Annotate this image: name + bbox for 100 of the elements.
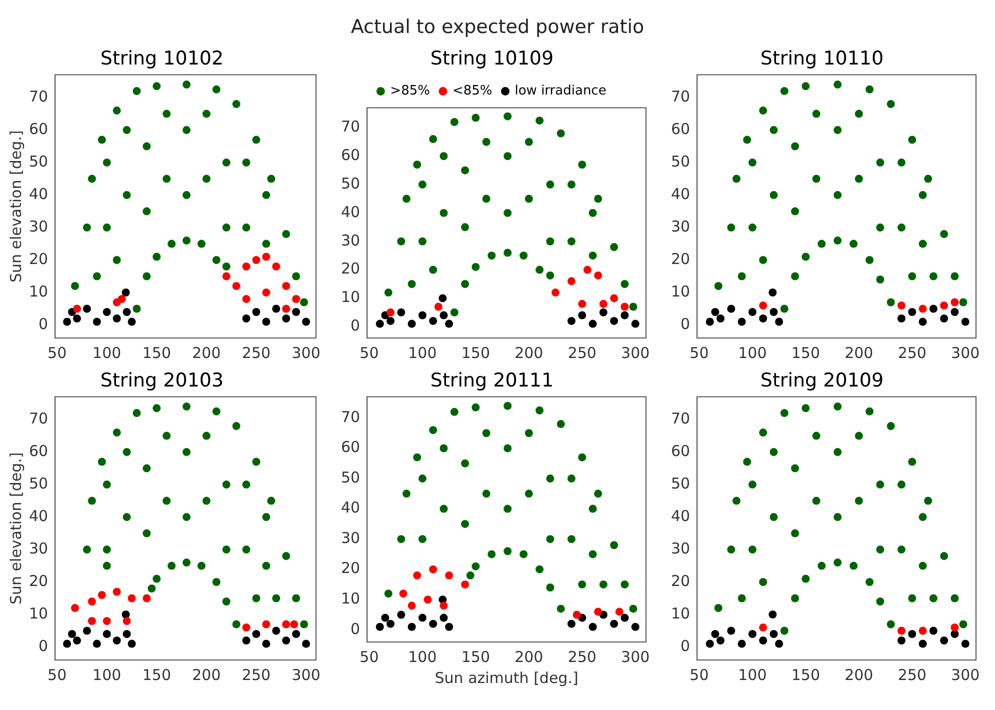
point <box>759 428 768 437</box>
x-tick-label: 150 <box>142 666 171 684</box>
point <box>924 174 932 183</box>
point <box>578 311 586 320</box>
y-tick-label: 70 <box>670 87 690 106</box>
point <box>440 444 448 452</box>
point <box>876 546 884 554</box>
x-tick-label: 300 <box>621 344 650 362</box>
point <box>791 594 800 602</box>
point <box>743 458 752 466</box>
point <box>940 552 948 560</box>
point <box>142 142 151 150</box>
point <box>466 571 474 580</box>
point <box>222 262 230 271</box>
point <box>242 262 250 271</box>
point <box>775 640 784 648</box>
point <box>546 237 554 246</box>
y-tick-label: 20 <box>340 260 360 278</box>
y-tick-label: 0 <box>680 636 690 655</box>
point <box>122 191 131 200</box>
y-tick-label: 50 <box>28 474 48 492</box>
point <box>802 404 810 412</box>
point <box>132 87 141 96</box>
point <box>482 194 490 203</box>
point <box>802 252 810 261</box>
point <box>429 565 438 574</box>
chart-title: String 20109 <box>760 369 884 392</box>
point <box>791 142 800 150</box>
point <box>961 640 970 648</box>
x-tick-label: 300 <box>292 344 320 362</box>
point <box>520 550 528 558</box>
point <box>578 300 586 308</box>
point <box>168 562 176 570</box>
point <box>876 480 884 489</box>
point <box>472 114 480 122</box>
point <box>142 594 151 602</box>
x-tick-label: 250 <box>242 666 271 684</box>
point <box>63 318 72 326</box>
point <box>599 300 608 308</box>
point <box>759 624 768 632</box>
point <box>950 308 959 316</box>
x-tick-label: 100 <box>92 666 122 684</box>
point <box>202 174 210 183</box>
point <box>759 314 768 323</box>
point <box>445 571 454 580</box>
point <box>408 280 416 288</box>
point <box>88 496 96 505</box>
point <box>292 295 300 304</box>
point <box>102 630 111 638</box>
point <box>897 224 906 232</box>
point <box>738 272 746 280</box>
point <box>583 266 592 274</box>
y-tick-label: 40 <box>670 506 690 525</box>
point <box>818 562 826 570</box>
point <box>594 490 602 498</box>
y-tick-label: 10 <box>340 590 360 608</box>
point <box>929 594 938 602</box>
point <box>282 304 290 313</box>
x-tick-label: 100 <box>738 666 767 684</box>
point <box>88 617 96 626</box>
y-tick-label: 0 <box>38 314 48 333</box>
point <box>620 280 629 288</box>
point <box>536 116 544 125</box>
point <box>940 314 948 323</box>
y-tick-label: 60 <box>670 442 690 460</box>
chart-title: String 10110 <box>760 47 884 70</box>
point <box>743 136 752 144</box>
point <box>620 311 629 320</box>
legend-label: low irradiance <box>514 84 606 99</box>
point <box>791 207 800 216</box>
y-tick-label: 70 <box>670 409 690 428</box>
point <box>440 614 448 622</box>
point <box>556 604 565 613</box>
point <box>102 308 111 316</box>
point <box>252 630 260 638</box>
point <box>292 308 300 316</box>
point <box>82 304 91 313</box>
y-tick-label: 30 <box>340 528 360 547</box>
point <box>98 136 106 144</box>
point <box>727 546 736 554</box>
point <box>908 458 916 466</box>
point <box>748 480 756 489</box>
point <box>152 252 161 261</box>
point <box>162 432 171 440</box>
point <box>929 272 938 280</box>
point <box>381 614 390 622</box>
point <box>631 320 640 328</box>
point <box>588 252 597 260</box>
point <box>461 520 470 528</box>
point <box>128 318 136 326</box>
y-tick-label: 60 <box>340 438 360 456</box>
point <box>768 288 777 297</box>
point <box>282 552 290 560</box>
y-tick-label: 10 <box>670 604 690 622</box>
point <box>386 316 395 325</box>
point <box>770 126 778 134</box>
point <box>504 248 512 257</box>
chart-title: String 20111 <box>430 369 554 392</box>
y-tick-label: 30 <box>670 217 690 236</box>
point <box>588 622 597 631</box>
